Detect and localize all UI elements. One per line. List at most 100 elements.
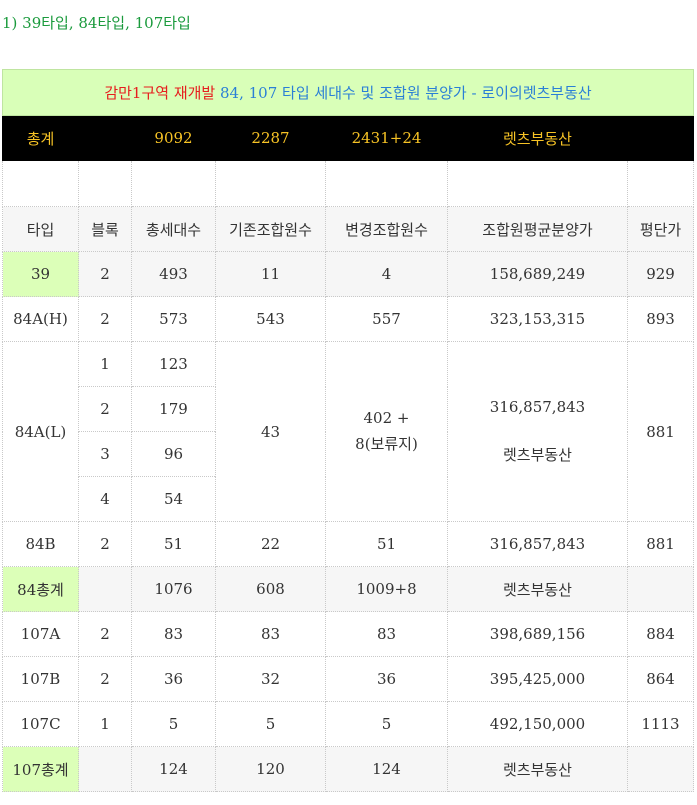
changed-cell: 1009+8 (325, 566, 448, 612)
total-changed: 2431+24 (325, 115, 448, 161)
changed-cell: 51 (325, 521, 448, 567)
changed-cell: 5 (325, 701, 448, 747)
per-pyeong-cell: 864 (626, 656, 695, 702)
households-cell: 5 (131, 701, 216, 747)
block-cell: 3 (78, 431, 132, 477)
block-cell: 2 (78, 656, 132, 702)
block-cell: 4 (78, 476, 132, 522)
total-realtor: 렛츠부동산 (447, 115, 628, 161)
existing-cell: 83 (215, 611, 326, 657)
spacer-cell (325, 160, 448, 207)
col-header-existing: 기존조합원수 (215, 206, 326, 252)
spacer-cell (447, 160, 628, 207)
realtor-cell: 렛츠부동산 (447, 746, 628, 792)
type-cell: 39 (2, 251, 79, 297)
col-header-households: 총세대수 (131, 206, 216, 252)
type-cell: 107C (2, 701, 79, 747)
changed-cell: 83 (325, 611, 448, 657)
changed-cell: 4 (325, 251, 448, 297)
existing-cell: 608 (215, 566, 326, 612)
total-existing: 2287 (215, 115, 326, 161)
block-cell: 2 (78, 251, 132, 297)
existing-cell: 32 (215, 656, 326, 702)
price-cell: 316,857,843 렛츠부동산 (447, 341, 628, 522)
header-row: 타입 블록 총세대수 기존조합원수 변경조합원수 조합원평균분양가 평단가 (2, 206, 695, 252)
title-blue-part: 84, 107 타입 세대수 및 조합원 분양가 - 로이의렛츠부동산 (215, 84, 592, 102)
households-cell: 123 (131, 341, 216, 387)
spacer-cell (626, 160, 695, 207)
existing-cell: 11 (215, 251, 326, 297)
type-cell: 84B (2, 521, 79, 567)
changed-cell: 36 (325, 656, 448, 702)
total-empty (626, 115, 695, 161)
per-pyeong-cell: 1113 (626, 701, 695, 747)
table-title-row: 감만1구역 재개발 84, 107 타입 세대수 및 조합원 분양가 - 로이의… (1, 69, 695, 116)
spacer-cell (78, 160, 132, 207)
households-cell: 83 (131, 611, 216, 657)
per-pyeong-cell: 881 (626, 341, 695, 522)
per-pyeong-cell: 884 (626, 611, 695, 657)
price-realtor-note: 렛츠부동산 (502, 446, 572, 464)
table-row-107b: 107B 2 36 32 36 395,425,000 864 (2, 656, 695, 702)
existing-cell: 120 (215, 746, 326, 792)
price-cell: 492,150,000 (447, 701, 628, 747)
table-row-84ah: 84A(H) 2 573 543 557 323,153,315 893 (2, 296, 695, 342)
changed-cell: 402 + 8(보류지) (325, 341, 448, 522)
table-row-107c: 107C 1 5 5 5 492,150,000 1113 (2, 701, 695, 747)
col-header-type: 타입 (2, 206, 79, 252)
table-row-84al-1: 84A(L) 1 123 43 402 + 8(보류지) 316,857,843… (2, 341, 695, 522)
total-label: 총계 (2, 115, 79, 161)
subtotal-row-84: 84총계 1076 608 1009+8 렛츠부동산 (2, 566, 695, 612)
title-red-part: 감만1구역 재개발 (104, 84, 216, 102)
changed-line-2: 8(보류지) (355, 435, 418, 453)
table-row-84al-2: 2 179 (3, 386, 694, 432)
existing-cell: 22 (215, 521, 326, 567)
table-row-84b: 84B 2 51 22 51 316,857,843 881 (2, 521, 695, 567)
block-cell: 2 (78, 521, 132, 567)
households-cell: 124 (131, 746, 216, 792)
table-title: 감만1구역 재개발 84, 107 타입 세대수 및 조합원 분양가 - 로이의… (1, 69, 695, 116)
price-cell: 323,153,315 (447, 296, 628, 342)
col-header-avg-price: 조합원평균분양가 (447, 206, 628, 252)
household-price-table: 감만1구역 재개발 84, 107 타입 세대수 및 조합원 분양가 - 로이의… (1, 69, 695, 792)
existing-cell: 43 (215, 341, 326, 522)
table-row-107a: 107A 2 83 83 83 398,689,156 884 (2, 611, 695, 657)
table-row-84al-3: 3 96 (3, 431, 694, 477)
block-cell: 1 (78, 341, 132, 387)
col-header-per-pyeong: 평단가 (626, 206, 695, 252)
existing-cell: 5 (215, 701, 326, 747)
col-header-block: 블록 (78, 206, 132, 252)
households-cell: 179 (131, 386, 216, 432)
block-cell (78, 746, 132, 792)
table-row-39: 39 2 493 11 4 158,689,249 929 (2, 251, 695, 297)
block-cell: 2 (78, 296, 132, 342)
changed-cell: 557 (325, 296, 448, 342)
households-cell: 54 (131, 476, 216, 522)
households-cell: 51 (131, 521, 216, 567)
per-pyeong-cell: 893 (626, 296, 695, 342)
per-pyeong-cell: 881 (626, 521, 695, 567)
type-cell: 107A (2, 611, 79, 657)
type-cell: 107B (2, 656, 79, 702)
col-header-changed: 변경조합원수 (325, 206, 448, 252)
type-cell: 84A(H) (2, 296, 79, 342)
households-cell: 96 (131, 431, 216, 477)
block-cell: 2 (78, 611, 132, 657)
total-block-empty (78, 115, 132, 161)
households-cell: 573 (131, 296, 216, 342)
per-pyeong-cell: 929 (626, 251, 695, 297)
section-heading: 1) 39타입, 84타입, 107타입 (2, 14, 191, 32)
type-cell: 84총계 (2, 566, 79, 612)
block-cell: 1 (78, 701, 132, 747)
realtor-cell: 렛츠부동산 (447, 566, 628, 612)
spacer-cell (2, 160, 79, 207)
changed-cell: 124 (325, 746, 448, 792)
spacer-row (2, 160, 695, 207)
price-cell: 316,857,843 (447, 521, 628, 567)
type-cell: 84A(L) (2, 341, 79, 522)
grand-total-row: 총계 9092 2287 2431+24 렛츠부동산 (2, 115, 695, 161)
block-cell: 2 (78, 386, 132, 432)
total-households: 9092 (131, 115, 216, 161)
price-value: 316,857,843 (489, 398, 586, 416)
households-cell: 1076 (131, 566, 216, 612)
